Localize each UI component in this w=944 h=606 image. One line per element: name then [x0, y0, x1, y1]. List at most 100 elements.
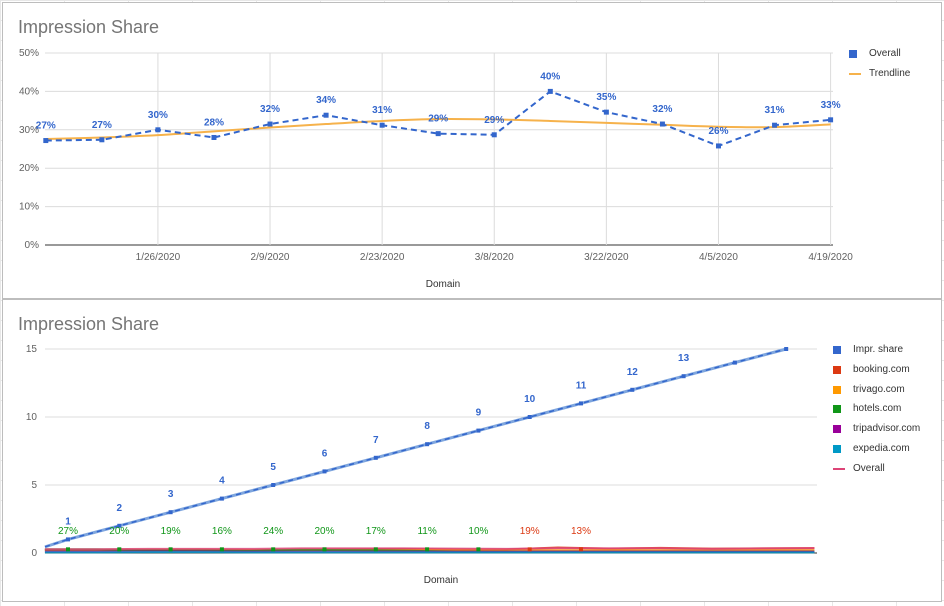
data-label-impr-share: 1 — [65, 516, 71, 527]
y-tick-label: 20% — [19, 163, 39, 174]
legend-swatch — [833, 467, 845, 470]
x-axis-title: Domain — [426, 279, 460, 290]
data-point-overall — [772, 122, 778, 128]
x-tick-label: 2/23/2020 — [360, 252, 405, 263]
data-point-hotels-com — [373, 547, 378, 552]
legend-label: trivago.com — [853, 383, 905, 395]
chart-panel-bottom[interactable]: Impression Share 0 5 10 15 Domain 1 2 3 4 5 6 7 8 9 10… — [2, 299, 942, 602]
data-label-impr-share: 9 — [476, 408, 482, 419]
data-label-impr-share: 8 — [424, 421, 430, 432]
data-point-impr-share — [527, 415, 532, 419]
data-label-impr-share: 11 — [576, 380, 587, 391]
data-point-booking-com — [527, 547, 532, 552]
data-point-impr-share — [681, 374, 686, 379]
data-label-booking-com: 13% — [571, 526, 591, 537]
series-line-impr-share — [44, 348, 787, 548]
data-point-impr-share — [271, 483, 276, 487]
data-point-hotels-com — [322, 547, 327, 552]
data-point-impr-share — [168, 510, 173, 515]
data-label-overall: 29% — [484, 115, 504, 126]
legend-label: booking.com — [853, 363, 910, 375]
data-label-hotels-com: 20% — [109, 526, 129, 537]
legend-swatch — [833, 405, 841, 414]
y-tick-label: 5 — [31, 480, 37, 491]
data-label-impr-share: 13 — [678, 353, 690, 364]
data-point-overall — [211, 134, 217, 140]
data-label-hotels-com: 27% — [58, 526, 78, 537]
data-label-overall: 31% — [765, 105, 785, 116]
data-point-overall — [379, 122, 385, 128]
data-label-booking-com: 19% — [520, 526, 540, 537]
data-point-impr-share — [425, 442, 430, 447]
data-point-hotels-com — [219, 547, 224, 552]
data-label-impr-share: 10 — [524, 394, 536, 405]
x-tick-label: 4/19/2020 — [808, 252, 853, 263]
y-tick-label: 40% — [19, 86, 39, 97]
data-label-hotels-com: 11% — [417, 526, 436, 537]
data-label-overall: 27% — [92, 120, 112, 131]
data-label-impr-share: 6 — [322, 448, 328, 459]
data-point-overall — [267, 121, 273, 127]
y-tick-label: 10 — [26, 412, 38, 423]
data-label-hotels-com: 19% — [161, 526, 181, 537]
data-point-overall — [435, 131, 441, 137]
legend-label: Overall — [853, 462, 885, 474]
data-label-impr-share: 12 — [627, 367, 639, 378]
data-point-hotels-com — [66, 547, 70, 552]
data-point-overall — [491, 132, 497, 138]
legend-swatch — [833, 425, 841, 434]
data-label-overall: 26% — [708, 126, 728, 137]
data-label-impr-share: 5 — [270, 462, 276, 473]
y-tick-label: 50% — [19, 48, 39, 59]
data-point-hotels-com — [271, 547, 276, 552]
data-point-overall — [323, 112, 329, 118]
data-point-overall — [547, 88, 553, 94]
data-point-impr-share — [117, 523, 122, 528]
x-axis-title: Domain — [424, 575, 458, 586]
data-label-overall: 29% — [428, 114, 448, 125]
x-tick-label: 4/5/2020 — [699, 252, 738, 263]
data-point-hotels-com — [425, 547, 430, 552]
data-point-hotels-com — [117, 547, 122, 552]
x-tick-label: 3/8/2020 — [475, 252, 514, 263]
data-point-overall — [43, 138, 49, 144]
data-label-impr-share: 7 — [373, 435, 379, 446]
data-label-overall: 40% — [540, 71, 560, 82]
data-point-overall — [603, 109, 609, 115]
data-point-impr-share — [732, 360, 737, 365]
data-point-hotels-com — [476, 547, 481, 552]
series-line-overall — [45, 90, 831, 147]
x-tick-label: 2/9/2020 — [251, 252, 290, 263]
data-point-overall — [715, 143, 721, 149]
data-label-impr-share: 2 — [117, 503, 123, 514]
y-tick-label: 10% — [19, 202, 39, 213]
data-label-impr-share: 3 — [168, 489, 174, 500]
y-tick-label: 0% — [25, 240, 40, 251]
y-tick-label: 30% — [19, 125, 39, 136]
data-point-impr-share — [373, 455, 378, 460]
data-label-hotels-com: 16% — [212, 526, 232, 537]
series-line-overall — [44, 547, 815, 551]
data-point-impr-share — [219, 496, 224, 501]
legend-swatch — [833, 346, 841, 354]
y-tick-label: 15 — [26, 344, 38, 355]
data-point-impr-share — [784, 347, 789, 351]
x-tick-label: 1/26/2020 — [136, 252, 181, 263]
legend-swatch — [849, 50, 857, 58]
data-point-impr-share — [322, 469, 327, 474]
data-point-hotels-com — [168, 547, 173, 552]
series-line-trendline — [45, 117, 831, 141]
data-point-overall — [828, 117, 834, 123]
data-label-hotels-com: 20% — [314, 526, 334, 537]
data-label-hotels-com: 17% — [366, 526, 386, 537]
chart-panel-top[interactable]: Impression Share 0% 10% 20% 30% 40% 50% 1/26/2… — [2, 2, 942, 299]
data-label-hotels-com: 10% — [468, 526, 488, 537]
data-label-overall: 33% — [821, 100, 841, 111]
legend-label: Overall — [869, 48, 901, 59]
legend-swatch — [849, 73, 861, 75]
data-point-impr-share — [630, 387, 635, 392]
data-point-overall — [659, 121, 665, 127]
data-label-overall: 32% — [260, 104, 280, 115]
legend-swatch — [833, 365, 841, 374]
